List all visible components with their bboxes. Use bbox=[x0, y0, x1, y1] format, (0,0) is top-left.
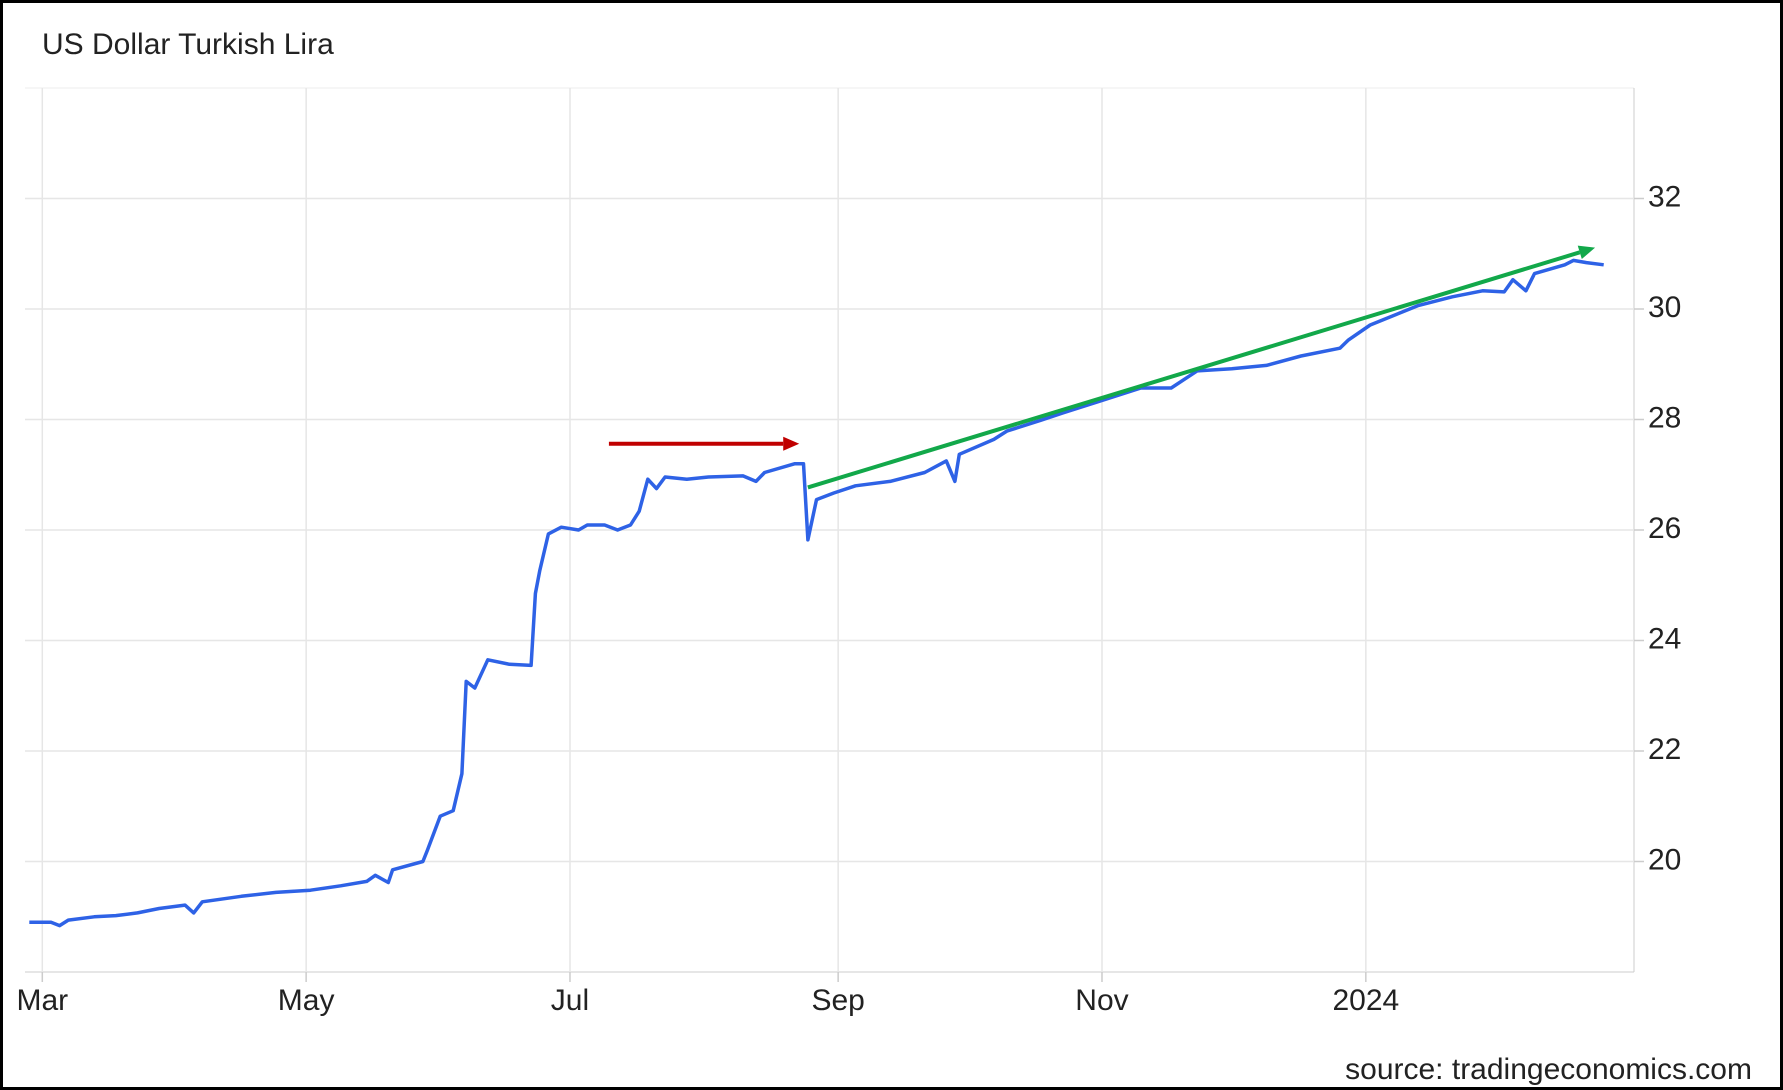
x-tick-label: May bbox=[278, 984, 335, 1017]
y-tick-label: 22 bbox=[1648, 733, 1681, 766]
annotation-arrow bbox=[807, 250, 1581, 490]
x-tick-label: 2024 bbox=[1332, 984, 1399, 1017]
arrow-head bbox=[783, 436, 800, 451]
price-line bbox=[29, 258, 1604, 928]
y-tick-label: 30 bbox=[1648, 291, 1681, 324]
x-tick-label: Jul bbox=[551, 984, 589, 1017]
x-tick-label: Mar bbox=[16, 984, 68, 1017]
y-tick-label: 24 bbox=[1648, 622, 1681, 655]
chart-title: US Dollar Turkish Lira bbox=[42, 28, 334, 61]
source: source: tradingeconomics.com bbox=[1345, 1053, 1752, 1086]
arrow-head bbox=[1577, 245, 1596, 260]
y-tick-label: 20 bbox=[1648, 843, 1681, 876]
x-tick-label: Sep bbox=[811, 984, 864, 1017]
y-tick-label: 28 bbox=[1648, 401, 1681, 434]
x-tick-label: Nov bbox=[1075, 984, 1128, 1017]
y-tick-label: 26 bbox=[1648, 512, 1681, 545]
y-tick-label: 32 bbox=[1648, 180, 1681, 213]
